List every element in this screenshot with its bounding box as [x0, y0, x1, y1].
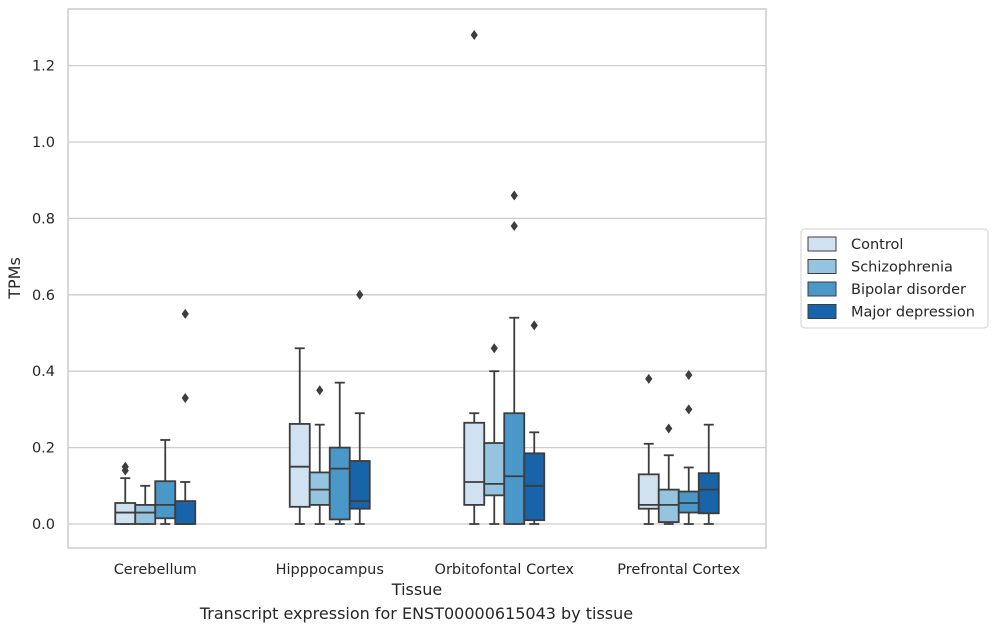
legend-label: Control	[851, 237, 903, 253]
y-tick-label: 1.0	[32, 135, 55, 151]
legend-label: Bipolar disorder	[851, 282, 966, 298]
outlier-point	[490, 343, 498, 354]
plot-frame	[67, 8, 767, 549]
x-tick-label: Cerebellum	[114, 562, 197, 578]
box-iqr	[154, 480, 177, 520]
y-tick-labels: 0.0 0.2 0.4 0.6 0.8 1.0 1.2	[32, 59, 55, 533]
y-tick-label: 0.0	[32, 517, 55, 533]
outlier-point	[121, 461, 129, 472]
outlier-point	[510, 221, 518, 232]
box-iqr	[483, 442, 506, 497]
box-iqr	[288, 423, 311, 508]
box-bipolar-disorder	[328, 381, 351, 525]
outlier-point	[685, 370, 693, 381]
box-iqr	[697, 472, 720, 515]
box-major-depression	[523, 320, 546, 525]
box-bipolar-disorder	[503, 190, 526, 525]
legend-swatch	[807, 304, 837, 319]
box-iqr	[463, 421, 486, 506]
box-bipolar-disorder	[677, 370, 700, 525]
figure-caption: Transcript expression for ENST0000061504…	[199, 604, 634, 623]
outlier-point	[356, 289, 364, 300]
legend-swatch	[807, 236, 837, 252]
legend-swatch	[807, 259, 837, 274]
outlier-point	[181, 392, 189, 403]
legend-swatch	[807, 281, 837, 297]
outlier-point	[510, 190, 518, 201]
box-schizophrenia	[134, 484, 157, 525]
box-iqr	[134, 503, 157, 525]
box-major-depression	[348, 289, 371, 525]
box-control	[288, 347, 311, 525]
box-schizophrenia	[657, 423, 680, 525]
y-tick-label: 0.4	[32, 364, 55, 380]
box-iqr	[308, 471, 331, 506]
y-axis-label: TPMs	[5, 257, 24, 300]
legend: Control Schizophrenia Bipolar disorder Majo…	[800, 228, 989, 329]
outlier-point	[530, 320, 538, 331]
legend-label: Schizophrenia	[851, 260, 953, 276]
legend-label: Major depression	[851, 305, 975, 321]
box-iqr	[677, 490, 700, 514]
box-bipolar-disorder	[154, 439, 177, 525]
y-gridlines	[68, 64, 766, 525]
y-tick-label: 1.2	[32, 59, 55, 75]
legend-box	[800, 228, 989, 329]
y-tick-label: 0.6	[32, 288, 55, 304]
box-iqr	[657, 488, 680, 523]
y-tick-label: 0.8	[32, 211, 55, 227]
x-tick-labels: Cerebellum Hipppocampus Orbitofontal Corte…	[114, 562, 741, 578]
box-control	[114, 461, 137, 525]
box-iqr	[348, 460, 371, 510]
box-iqr	[523, 452, 546, 522]
box-iqr	[637, 473, 660, 510]
box-schizophrenia	[308, 385, 331, 525]
outlier-point	[316, 385, 324, 396]
outlier-point	[470, 30, 478, 41]
outlier-point	[685, 404, 693, 415]
box-iqr	[174, 500, 197, 525]
x-tick-label: Orbitofontal Cortex	[435, 562, 575, 578]
outlier-point	[665, 423, 673, 434]
box-iqr	[503, 412, 526, 525]
box-major-depression	[174, 308, 197, 525]
box-control	[463, 30, 486, 525]
x-tick-label: Hipppocampus	[276, 562, 384, 578]
outlier-point	[645, 373, 653, 384]
box-control	[637, 373, 660, 525]
y-tick-label: 0.2	[32, 441, 55, 457]
box-iqr	[114, 502, 137, 525]
box-iqr	[328, 446, 351, 521]
box-schizophrenia	[483, 343, 506, 525]
x-tick-label: Prefrontal Cortex	[617, 562, 740, 578]
box-groups	[114, 30, 720, 525]
outlier-point	[181, 308, 189, 319]
box-major-depression	[697, 423, 720, 525]
x-axis-label: Tissue	[391, 580, 442, 599]
